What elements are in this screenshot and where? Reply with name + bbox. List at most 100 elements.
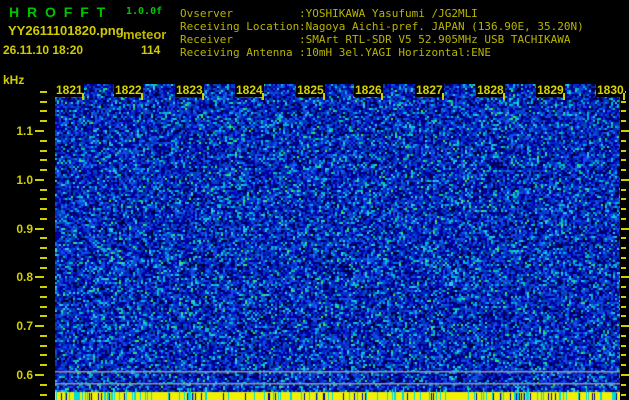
info-label: Receiving Location — [180, 20, 299, 33]
freq-tick — [621, 120, 626, 122]
time-tick — [381, 93, 383, 100]
freq-tick — [35, 179, 44, 181]
freq-tick — [621, 189, 626, 191]
freq-tick — [621, 354, 626, 356]
time-axis-label: 1821 — [55, 84, 84, 97]
info-value: :YOSHIKAWA Yasufumi /JG2MLI — [299, 7, 478, 20]
freq-tick — [40, 91, 47, 93]
freq-tick — [621, 296, 626, 298]
freq-tick — [40, 110, 47, 112]
info-row: Ovserver:YOSHIKAWA Yasufumi /JG2MLI — [180, 7, 584, 20]
freq-axis-unit: kHz — [3, 73, 24, 87]
freq-axis-label: 0.8 — [2, 270, 33, 284]
observer-info-block: Ovserver:YOSHIKAWA Yasufumi /JG2MLI Recei… — [180, 7, 584, 59]
time-tick — [563, 93, 565, 100]
freq-tick — [35, 276, 44, 278]
freq-tick — [621, 286, 626, 288]
time-tick — [82, 93, 84, 100]
time-axis-label: 1827 — [415, 84, 444, 97]
datetime-label: 26.11.10 18:20 — [3, 43, 83, 57]
freq-tick — [621, 315, 626, 317]
freq-tick — [621, 237, 626, 239]
freq-tick — [621, 247, 626, 249]
hrofft-spectrogram-image: H R O F F T 1.0.0f YY2611101820.png mete… — [0, 0, 629, 400]
info-row: Receiving Location:Nagoya Aichi-pref. JA… — [180, 20, 584, 33]
freq-axis-label: 1.0 — [2, 173, 33, 187]
info-value: :SMArt RTL-SDR V5 52.905MHz USB TACHIKAW… — [299, 33, 571, 46]
spectrogram-noise-canvas — [55, 84, 620, 400]
freq-tick — [621, 140, 626, 142]
freq-tick — [621, 384, 626, 386]
time-axis-label: 1822 — [114, 84, 143, 97]
freq-axis-label: 1.1 — [2, 124, 33, 138]
freq-tick — [40, 218, 47, 220]
freq-tick — [35, 325, 44, 327]
info-value: :Nagoya Aichi-pref. JAPAN (136.90E, 35.2… — [299, 20, 584, 33]
freq-tick — [40, 198, 47, 200]
mode-label: meteor — [123, 27, 166, 42]
freq-tick — [621, 257, 626, 259]
freq-tick — [40, 306, 47, 308]
freq-tick — [621, 364, 626, 366]
freq-tick — [621, 306, 626, 308]
time-axis-label: 1825 — [296, 84, 325, 97]
freq-tick — [40, 267, 47, 269]
freq-tick — [621, 198, 626, 200]
time-tick — [442, 93, 444, 100]
time-tick — [503, 93, 505, 100]
freq-tick — [621, 208, 626, 210]
output-filename: YY2611101820.png — [8, 23, 124, 38]
freq-tick — [40, 159, 47, 161]
freq-tick — [621, 101, 626, 103]
freq-tick — [40, 101, 47, 103]
time-tick — [202, 93, 204, 100]
freq-tick — [40, 120, 47, 122]
info-label: Receiver — [180, 33, 299, 46]
freq-axis-label: 0.9 — [2, 222, 33, 236]
time-axis-label: 1829 — [536, 84, 565, 97]
freq-tick — [621, 110, 626, 112]
info-row: Receiving Antenna:10mH 3el.YAGI Horizont… — [180, 46, 584, 59]
app-version: 1.0.0f — [126, 6, 162, 17]
freq-tick — [621, 228, 629, 230]
freq-tick — [621, 150, 626, 152]
freq-tick — [621, 394, 626, 396]
freq-tick — [35, 228, 44, 230]
freq-tick — [621, 169, 626, 171]
freq-tick — [40, 384, 47, 386]
time-axis-label: 1830 — [596, 84, 625, 97]
info-row: Receiver:SMArt RTL-SDR V5 52.905MHz USB … — [180, 33, 584, 46]
time-axis-label: 1826 — [354, 84, 383, 97]
freq-tick — [621, 335, 626, 337]
freq-tick — [40, 335, 47, 337]
info-label: Receiving Antenna — [180, 46, 299, 59]
freq-tick — [621, 179, 629, 181]
freq-axis-label: 0.7 — [2, 319, 33, 333]
freq-tick — [40, 169, 47, 171]
freq-tick — [40, 315, 47, 317]
freq-tick — [40, 140, 47, 142]
time-axis-label: 1823 — [175, 84, 204, 97]
echo-count: 114 — [141, 43, 160, 57]
freq-tick — [40, 296, 47, 298]
app-title: H R O F F T — [9, 4, 107, 20]
freq-tick — [40, 237, 47, 239]
freq-tick — [621, 130, 629, 132]
freq-tick — [621, 345, 626, 347]
freq-tick — [40, 257, 47, 259]
freq-tick — [40, 394, 47, 396]
freq-tick — [621, 267, 626, 269]
freq-tick — [35, 130, 44, 132]
freq-tick — [621, 374, 629, 376]
freq-tick — [621, 325, 629, 327]
info-value: :10mH 3el.YAGI Horizontal:ENE — [299, 46, 491, 59]
freq-tick — [621, 159, 626, 161]
freq-tick — [40, 286, 47, 288]
time-tick — [323, 93, 325, 100]
freq-tick — [40, 247, 47, 249]
freq-tick — [40, 364, 47, 366]
info-label: Ovserver — [180, 7, 299, 20]
freq-tick — [621, 218, 626, 220]
time-axis-label: 1828 — [476, 84, 505, 97]
freq-axis-label: 0.6 — [2, 368, 33, 382]
